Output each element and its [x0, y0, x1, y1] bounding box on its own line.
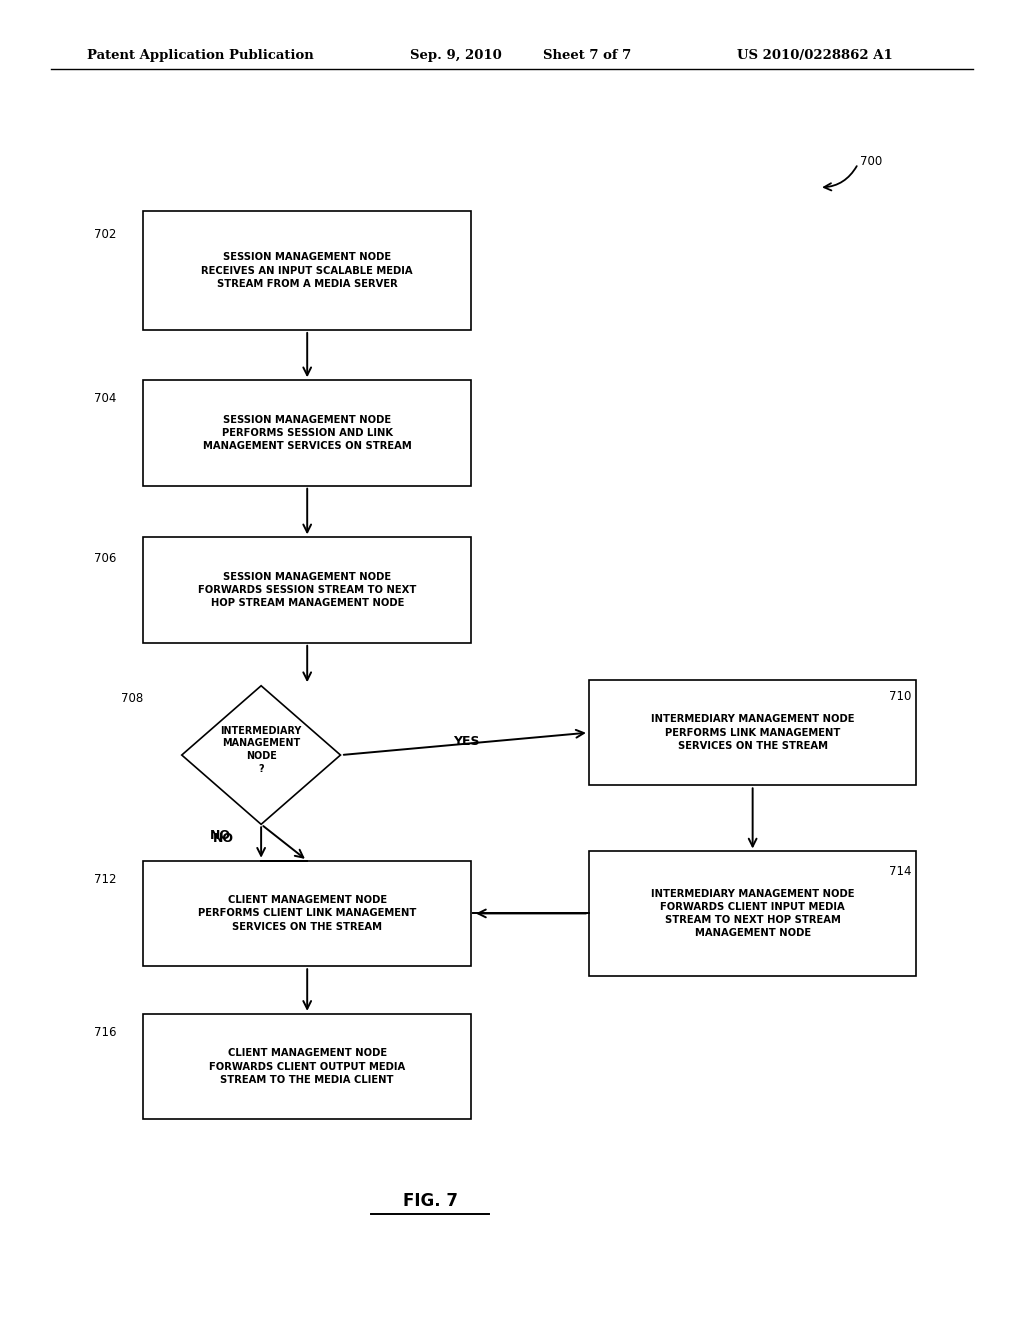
Text: INTERMEDIARY MANAGEMENT NODE
PERFORMS LINK MANAGEMENT
SERVICES ON THE STREAM: INTERMEDIARY MANAGEMENT NODE PERFORMS LI… — [651, 714, 854, 751]
Text: Sep. 9, 2010: Sep. 9, 2010 — [410, 49, 502, 62]
Text: FIG. 7: FIG. 7 — [402, 1192, 458, 1210]
Text: Patent Application Publication: Patent Application Publication — [87, 49, 313, 62]
FancyBboxPatch shape — [143, 211, 471, 330]
FancyBboxPatch shape — [143, 537, 471, 643]
Text: SESSION MANAGEMENT NODE
RECEIVES AN INPUT SCALABLE MEDIA
STREAM FROM A MEDIA SER: SESSION MANAGEMENT NODE RECEIVES AN INPU… — [202, 252, 413, 289]
FancyBboxPatch shape — [143, 1014, 471, 1119]
Text: 710: 710 — [889, 690, 911, 704]
Text: CLIENT MANAGEMENT NODE
PERFORMS CLIENT LINK MANAGEMENT
SERVICES ON THE STREAM: CLIENT MANAGEMENT NODE PERFORMS CLIENT L… — [198, 895, 417, 932]
Text: 704: 704 — [94, 392, 117, 405]
FancyBboxPatch shape — [143, 380, 471, 486]
Text: 712: 712 — [94, 873, 117, 886]
Text: NO: NO — [210, 829, 230, 842]
Text: 716: 716 — [94, 1026, 117, 1039]
Text: INTERMEDIARY MANAGEMENT NODE
FORWARDS CLIENT INPUT MEDIA
STREAM TO NEXT HOP STRE: INTERMEDIARY MANAGEMENT NODE FORWARDS CL… — [651, 888, 854, 939]
Text: CLIENT MANAGEMENT NODE
FORWARDS CLIENT OUTPUT MEDIA
STREAM TO THE MEDIA CLIENT: CLIENT MANAGEMENT NODE FORWARDS CLIENT O… — [209, 1048, 406, 1085]
Text: INTERMEDIARY
MANAGEMENT
NODE
?: INTERMEDIARY MANAGEMENT NODE ? — [220, 726, 302, 774]
Text: NO: NO — [213, 832, 233, 845]
FancyBboxPatch shape — [143, 861, 471, 966]
Text: Sheet 7 of 7: Sheet 7 of 7 — [543, 49, 631, 62]
Polygon shape — [182, 686, 340, 824]
Text: 714: 714 — [889, 865, 911, 878]
Text: 700: 700 — [860, 154, 883, 168]
Text: US 2010/0228862 A1: US 2010/0228862 A1 — [737, 49, 893, 62]
Text: 702: 702 — [94, 228, 117, 242]
FancyBboxPatch shape — [589, 850, 916, 977]
Text: SESSION MANAGEMENT NODE
PERFORMS SESSION AND LINK
MANAGEMENT SERVICES ON STREAM: SESSION MANAGEMENT NODE PERFORMS SESSION… — [203, 414, 412, 451]
Text: SESSION MANAGEMENT NODE
FORWARDS SESSION STREAM TO NEXT
HOP STREAM MANAGEMENT NO: SESSION MANAGEMENT NODE FORWARDS SESSION… — [198, 572, 417, 609]
FancyBboxPatch shape — [589, 680, 916, 785]
Text: 708: 708 — [121, 692, 143, 705]
Text: YES: YES — [453, 735, 479, 748]
Text: 706: 706 — [94, 552, 117, 565]
